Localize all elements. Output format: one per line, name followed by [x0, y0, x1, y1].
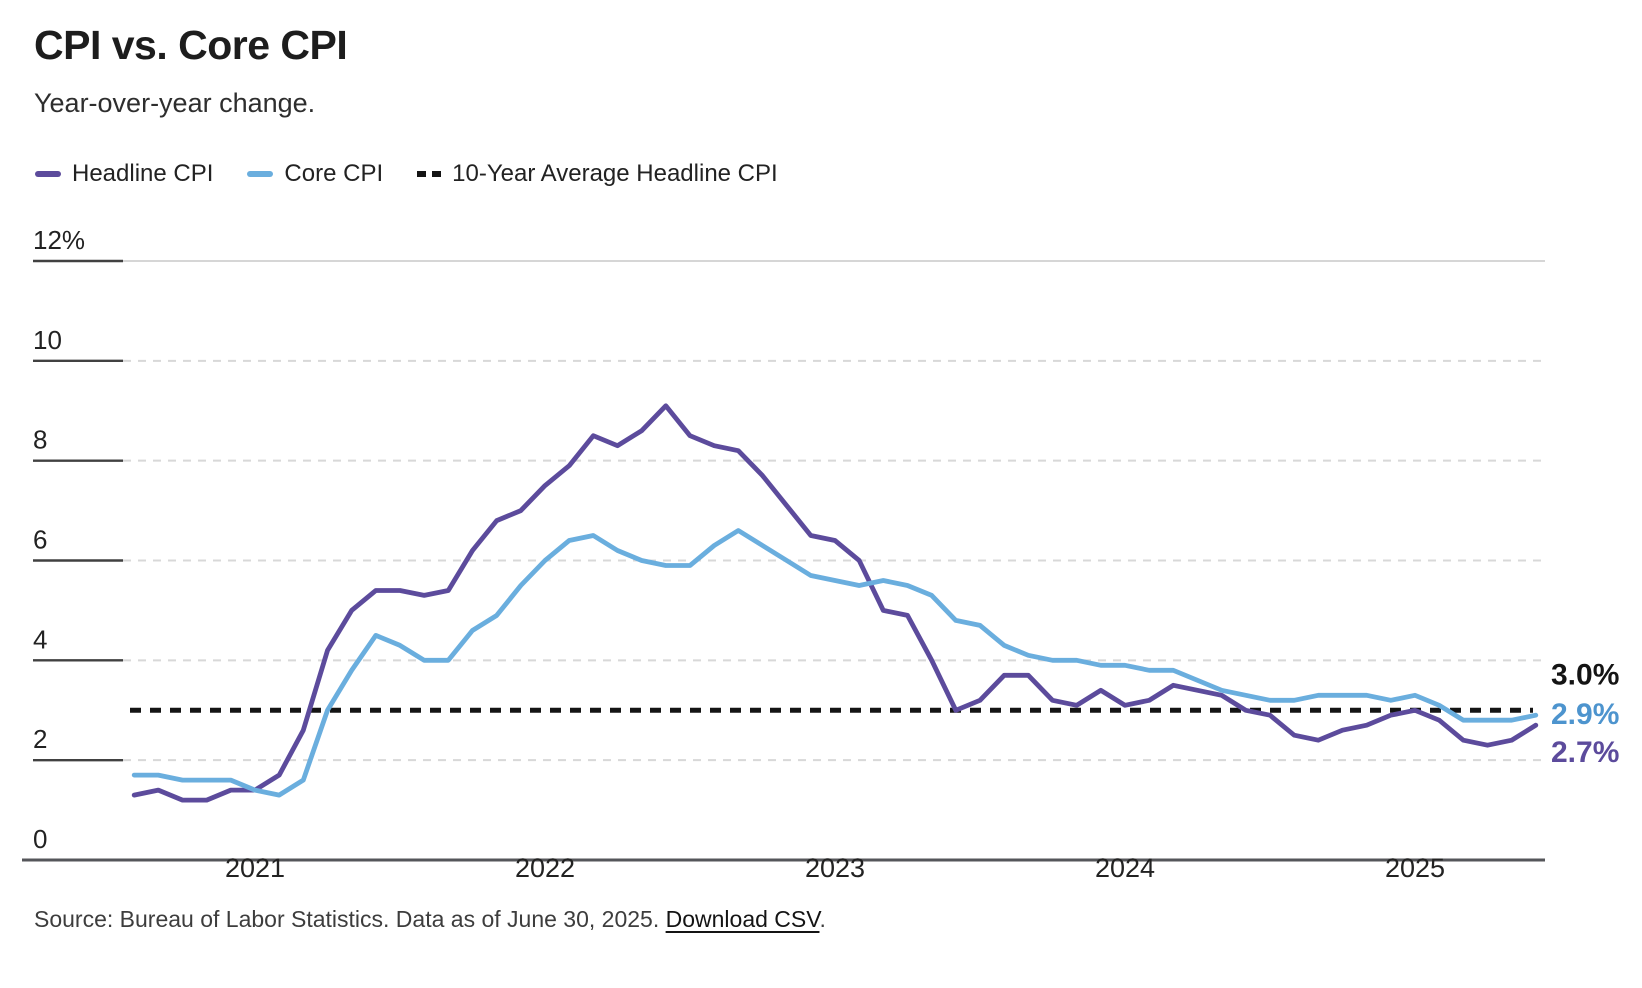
page-title: CPI vs. Core CPI [34, 22, 348, 68]
x-axis-label: 2025 [1385, 853, 1445, 883]
y-axis-label: 8 [33, 425, 47, 455]
legend-item-headline-cpi: Headline CPI [35, 160, 213, 188]
download-csv-link[interactable]: Download CSV [665, 906, 820, 932]
y-axis-label: 6 [33, 525, 47, 555]
y-axis-label: 12% [33, 225, 85, 255]
core-cpi-line [131, 528, 1539, 798]
end-label-core: 2.9% [1551, 698, 1619, 731]
end-label-average: 3.0% [1551, 658, 1619, 691]
core-cpi-line-swatch-icon [247, 171, 274, 177]
legend-label-average-cpi: 10-Year Average Headline CPI [452, 160, 778, 187]
y-axis-label: 4 [33, 624, 47, 654]
legend-label-headline-cpi: Headline CPI [72, 160, 214, 187]
x-axis-label: 2023 [805, 853, 865, 883]
legend-item-average-cpi: 10-Year Average Headline CPI [417, 160, 778, 188]
source-note: Source: Bureau of Labor Statistics. Data… [34, 906, 826, 933]
source-text: Source: Bureau of Labor Statistics. Data… [34, 906, 660, 932]
chart-subtitle: Year-over-year change. [34, 88, 316, 118]
x-axis-label: 2021 [225, 853, 285, 883]
source-period: . [819, 906, 826, 932]
legend-item-core-cpi: Core CPI [247, 160, 383, 188]
dashed-line-swatch-icon [417, 171, 442, 177]
legend: Headline CPI Core CPI 10-Year Average He… [35, 160, 778, 188]
legend-label-core-cpi: Core CPI [284, 160, 384, 187]
x-axis-label: 2024 [1095, 853, 1155, 883]
y-axis-label: 0 [33, 824, 47, 854]
end-label-headline: 2.7% [1551, 736, 1619, 769]
y-axis-label: 10 [33, 325, 62, 355]
x-axis-label: 2022 [515, 853, 575, 883]
y-axis-label: 2 [33, 724, 47, 754]
headline-cpi-line [131, 403, 1539, 803]
headline-cpi-line-swatch-icon [35, 171, 61, 177]
